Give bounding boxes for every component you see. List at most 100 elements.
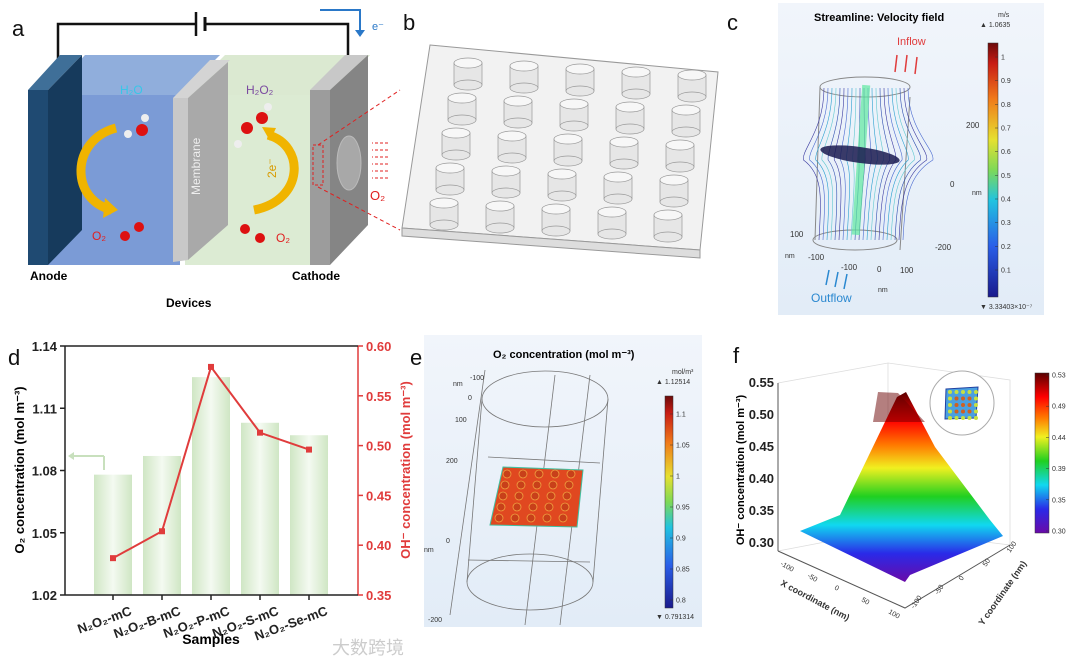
pillar [677,69,707,103]
z-axis-ticks: 0.55 0.50 0.45 0.40 0.35 0.30 [749,375,774,550]
panel-d-chart: d 1.02 1.05 1.08 1.11 1.14 0.35 0.40 0.45 0.50 0.… [8,339,413,656]
panel-f-oh-concentration-surface: f 0.55 0.50 0.45 0.40 0.35 0.30 OH⁻ concentra… [733,343,1066,627]
pillar-dot [532,480,542,490]
pillar [565,63,595,97]
pillar [541,203,571,237]
e-axis-label: 0 [468,395,472,402]
pillar-dot [512,502,522,512]
inset-dot [948,390,952,394]
y-tick-label: 0 [958,575,966,582]
pillar-dot [496,502,506,512]
bar-0 [94,474,132,595]
pillar [429,197,459,231]
line-point-1 [159,528,165,535]
catalyst-layer [820,145,900,165]
c-axis-label: 100 [790,230,804,239]
z-tick-label: 0.35 [749,503,774,518]
outflow-arrows-icon [825,269,848,290]
inset-dot [961,396,965,401]
streamline [821,87,837,241]
cathode-label: Cathode [292,269,340,283]
bar-2 [192,377,230,595]
inset-dot [948,409,952,414]
e-axis-label: 0 [446,538,450,545]
bar-series [94,377,328,595]
inset-dot [948,403,952,407]
inset-dot [961,416,965,420]
c-axis-label: 100 [900,266,914,275]
cathode-arrowhead-icon [262,127,276,141]
outflow-label: Outflow [811,291,852,305]
left-tick-label: 1.14 [32,339,58,354]
right-tick-label: 0.45 [366,488,391,503]
streamline [902,87,934,241]
left-tick-label: 1.02 [32,588,57,603]
devices-caption: Devices [166,296,212,310]
inset-dot [961,403,965,407]
e-colorbar-min: ▼ 0.791314 [656,614,694,621]
line-point-0 [110,555,116,562]
inset-dot [954,396,959,401]
panel-c-velocity-streamline: c Streamline: Velocity field Inflow 200 … [727,3,1044,315]
substrate-edge [401,227,701,259]
y-tick-label: -100 [910,595,924,611]
c-colorbar-unit: m/s [998,12,1010,19]
panel-a-device-schematic: a e⁻ Membrane O₂ H₂O H₂O₂ [12,9,401,310]
e-axis-label: nm [424,547,434,554]
pillar [547,168,577,202]
colorbar-tick-label: 1.05 [676,443,690,450]
inset-dot [967,403,972,407]
pillar [441,127,471,161]
z-tick-label: 0.50 [749,407,774,422]
o2-right-label: O₂ [276,231,290,245]
pillar-dots [494,469,576,523]
pillar [603,171,633,205]
e-axis-label: 100 [455,417,467,424]
o2-inlet-label: O₂ [370,188,385,203]
water-label: H₂O [120,83,143,97]
surface-plot [800,392,1003,582]
inset-dot [954,390,959,394]
left-axis-indicator-head-icon [68,452,74,460]
anode-reaction-arrow-icon [76,123,118,215]
pillar [453,57,483,91]
inset-dot [954,403,959,407]
pillar-dot [510,513,520,523]
streamline [827,87,841,241]
c-axis-label: nm [972,190,982,197]
pillar [485,200,515,234]
pillar [509,60,539,94]
x-tick-label: -100 [779,561,795,574]
membrane [188,62,228,260]
panel-label-e: e [410,345,422,370]
pillar-dot [528,502,538,512]
pillar [491,165,521,199]
y-axis-label: Y coordinate (nm) [976,559,1028,627]
cathode-reaction-arrow-icon [252,130,299,215]
inset-dot [974,396,978,401]
pillar-dot [516,480,526,490]
membrane-edge [173,98,188,262]
left-tick-label: 1.05 [32,526,57,541]
e-colorbar [664,395,674,609]
left-tick-label: 1.11 [32,401,57,416]
inset-dot [948,416,952,420]
pillar-dot [530,491,540,501]
panel-c-title: Streamline: Velocity field [814,12,944,24]
cathode-top [310,55,368,90]
pillar [653,209,683,243]
c-axis-label: -100 [841,263,858,272]
e-axis-label: 200 [446,458,458,465]
pillar [497,130,527,164]
e-axis-label: -200 [428,617,442,624]
left-tick-label: 1.08 [32,464,57,479]
panel-c-background [778,3,1044,315]
z-tick-label: 0.45 [749,439,774,454]
inset-dot [948,396,952,401]
pillar-dot [560,502,570,512]
pillar-dot [566,469,576,479]
streamline [833,87,845,241]
colorbar-tick-label: 0.1 [1001,268,1011,275]
colorbar-tick-label: 0.85 [676,567,690,574]
pillar [503,95,533,129]
